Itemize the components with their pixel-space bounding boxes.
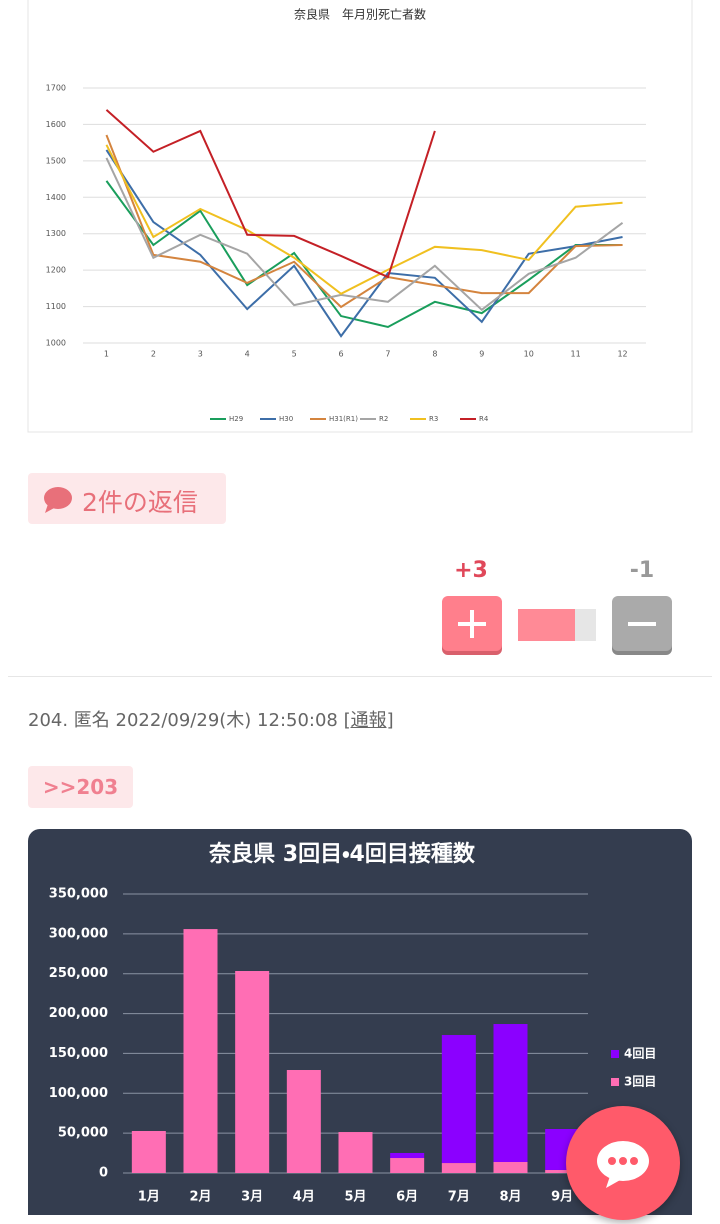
x-tick-label: 3月 [241,1190,263,1205]
y-tick-label: 1500 [46,156,66,165]
x-tick-label: 2 [151,350,156,359]
bar-segment [441,1035,476,1164]
y-tick-label: 200,000 [49,1006,108,1021]
reply-icon [44,487,72,513]
legend-label: 4回目 [624,1047,656,1061]
legend-label: 3回目 [624,1075,656,1089]
x-tick-label: 8 [432,350,437,359]
y-tick-label: 50,000 [58,1126,108,1141]
x-tick-label: 4月 [293,1190,315,1205]
y-tick-label: 250,000 [49,966,108,981]
bar-segment [493,1024,528,1162]
anchor-link[interactable]: >>203 [28,766,133,808]
x-tick-label: 11 [571,350,581,359]
legend-label: H30 [279,415,293,423]
x-tick-label: 5 [292,350,297,359]
y-tick-label: 1700 [46,84,66,93]
y-tick-label: 1400 [46,193,66,202]
legend-label: H29 [229,415,243,423]
legend-label: H31(R1) [329,415,358,423]
plus-count: +3 [454,558,488,583]
y-tick-label: 1600 [46,120,66,129]
y-tick-label: 100,000 [49,1086,108,1101]
y-tick-label: 1300 [46,229,66,238]
x-tick-label: 7 [385,350,390,359]
x-tick-label: 6月 [396,1190,418,1205]
line-series [105,109,436,279]
x-tick-label: 2月 [189,1190,211,1205]
line-series [105,144,623,295]
chart-title: 奈良県 3回目・4回目接種数 [208,841,476,867]
bar-segment [441,1163,476,1173]
x-tick-label: 10 [524,350,534,359]
vote-bar-fill [518,609,575,641]
y-tick-label: 300,000 [49,926,108,941]
legend-label: R2 [379,415,388,423]
legend-swatch [611,1050,619,1058]
y-tick-label: 0 [99,1166,108,1181]
x-tick-label: 9月 [551,1190,573,1205]
legend-swatch [611,1078,619,1086]
bar-segment [286,1070,321,1173]
x-tick-label: 4 [245,350,250,359]
bar-segment [131,1130,166,1173]
legend-label: R4 [479,415,489,423]
y-tick-label: 1000 [46,339,66,348]
y-tick-label: 150,000 [49,1046,108,1061]
bar-chart: 奈良県 3回目・4回目接種数 0 50,000 100,000 150,000 200,… [28,829,692,1215]
x-tick-label: 3 [198,350,203,359]
chart-title: 奈良県 年月別死亡者数 [294,7,426,22]
line-series [105,180,623,329]
legend-label: R3 [429,415,438,423]
minus-button[interactable] [612,596,672,651]
chat-button[interactable] [566,1106,680,1220]
bar-segment [183,929,218,1173]
line-series [105,134,623,309]
bar-segment [493,1161,528,1173]
bar-segment [545,1169,580,1173]
line-series [105,157,624,312]
vote-bar [518,609,596,641]
x-tick-label: 5月 [344,1190,366,1205]
bar-segment [390,1158,425,1173]
minus-count: -1 [629,558,655,583]
y-tick-label: 1200 [46,266,66,275]
y-tick-label: 1100 [46,302,66,311]
x-tick-label: 12 [617,350,627,359]
bar-segment [338,1132,373,1173]
x-tick-label: 9 [479,350,484,359]
y-tick-label: 350,000 [49,887,108,902]
post-header: 204. 匿名 2022/09/29(木) 12:50:08 [通報] [28,706,394,732]
report-link[interactable]: [通報] [343,710,394,731]
x-tick-label: 1 [104,350,109,359]
reply-button[interactable]: 2件の返信 [28,473,226,524]
plus-button[interactable] [442,596,502,651]
chart-card [27,0,693,433]
separator [8,676,712,677]
x-tick-label: 6 [338,350,343,359]
bar-segment [235,971,270,1173]
reply-label: 2件の返信 [82,488,198,517]
x-tick-label: 8月 [499,1190,521,1205]
post-meta: 204. 匿名 2022/09/29(木) 12:50:08 [28,710,338,731]
x-tick-label: 7月 [448,1190,470,1205]
bar-segment [390,1152,425,1159]
line-chart: 奈良県 年月別死亡者数 1000 1100 1200 1300 1400 1500 1600… [27,0,693,433]
x-tick-label: 1月 [138,1190,160,1205]
